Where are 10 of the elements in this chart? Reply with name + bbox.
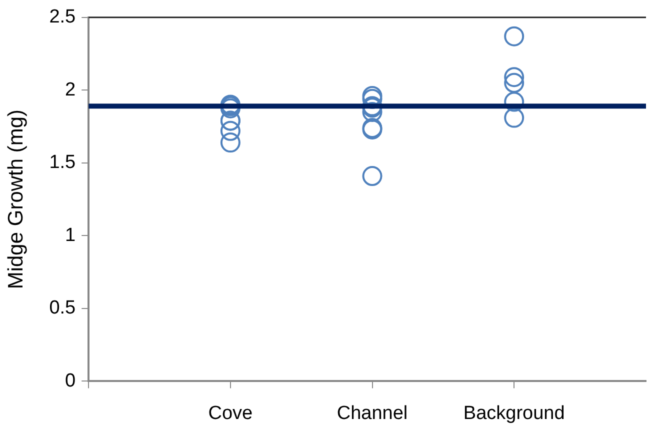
y-tick-label: 0: [65, 370, 76, 392]
x-tick-label: Channel: [336, 402, 408, 424]
y-axis-title: Midge Growth (mg): [4, 109, 28, 290]
y-tick-label: 0.5: [49, 298, 76, 319]
y-tick-label: 1.5: [49, 152, 76, 174]
y-tick-label: 2: [65, 79, 76, 100]
x-tick-label: Cove: [208, 402, 253, 424]
y-tick-label: 1: [65, 224, 76, 246]
y-tick-label: 2.5: [49, 6, 76, 28]
x-tick-label: Background: [463, 402, 565, 424]
